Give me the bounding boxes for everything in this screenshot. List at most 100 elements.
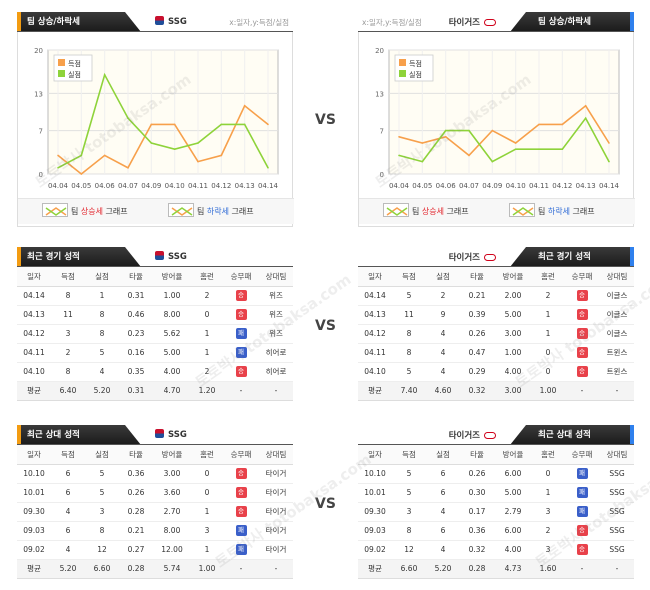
data-point <box>173 123 176 126</box>
table-cell: 4.00 <box>494 362 532 382</box>
data-point <box>491 160 494 163</box>
data-point <box>398 136 400 138</box>
data-point <box>80 154 83 157</box>
table-header-row: 일자 득점 실점 타율 방어율 홈런 승무패 상대팀 <box>358 267 634 287</box>
uptrend-graph-button[interactable]: 팀 상승세 그래프 <box>383 203 469 221</box>
x-tick-label: 04.10 <box>506 182 526 190</box>
column-header: 상대팀 <box>600 445 634 465</box>
table-cell: 트윈스 <box>600 343 634 363</box>
table-row: 04.11 8 4 0.47 1.00 0 승 트윈스 <box>358 343 634 363</box>
data-point <box>150 142 153 144</box>
table-cell: 1.00 <box>153 286 191 306</box>
table-cell: 6 <box>426 483 460 503</box>
data-point <box>103 154 106 157</box>
table-cell: 0.26 <box>460 464 494 484</box>
table-cell: 0.30 <box>460 483 494 503</box>
section-title: 최근 경기 성적 <box>17 247 141 267</box>
column-header: 득점 <box>51 267 85 287</box>
table-cell: 09.30 <box>17 502 51 522</box>
tigers-logo-icon <box>484 432 496 439</box>
table-cell: 0.31 <box>119 286 153 306</box>
average-cell: - <box>259 559 293 579</box>
legend-label: 실점 <box>409 70 422 79</box>
table-cell: 8 <box>51 286 85 306</box>
ssg-logo-icon <box>155 16 164 25</box>
x-tick-label: 04.11 <box>188 182 208 190</box>
average-cell: 1.60 <box>532 559 564 579</box>
table-cell: 4 <box>426 362 460 382</box>
axis-note: x:일자,y:득점/실점 <box>229 18 289 27</box>
average-cell: 0.31 <box>119 381 153 401</box>
win-badge: 승 <box>235 506 247 517</box>
data-point <box>444 129 447 132</box>
data-point <box>220 154 223 157</box>
table-cell: 9 <box>426 305 460 325</box>
table-cell: 3.00 <box>494 324 532 344</box>
btn-text-highlight: 상승세 <box>421 207 444 216</box>
downtrend-graph-button[interactable]: 팀 하락세 그래프 <box>168 203 254 221</box>
table-cell: 1.00 <box>494 343 532 363</box>
average-cell: 0.32 <box>460 381 494 401</box>
uptrend-graph-button[interactable]: 팀 상승세 그래프 <box>42 203 128 221</box>
x-tick-label: 04.13 <box>235 182 255 190</box>
average-row: 평균 6.60 5.20 0.28 4.73 1.60- - <box>358 559 634 579</box>
data-point <box>243 123 246 126</box>
table-cell: 04.14 <box>358 286 392 306</box>
average-cell: 4.60 <box>426 381 460 401</box>
section-header: 타이거즈 최근 상대 성적 <box>358 425 634 445</box>
table-cell: 0.36 <box>119 464 153 484</box>
table-cell: 4 <box>51 502 85 522</box>
table-cell: 5.62 <box>153 324 191 344</box>
lose-badge: 패 <box>576 468 588 479</box>
table-cell: 히어로 <box>259 343 293 363</box>
table-cell: 트윈스 <box>600 362 634 382</box>
table-cell: 4.00 <box>494 540 532 560</box>
y-tick-label: 0 <box>380 171 384 179</box>
table-cell: 0.26 <box>460 324 494 344</box>
column-header: 홈런 <box>191 267 223 287</box>
table-cell: 위즈 <box>259 324 293 344</box>
downtrend-graph-button[interactable]: 팀 하락세 그래프 <box>509 203 595 221</box>
table-cell: 1 <box>532 483 564 503</box>
table-cell: 1 <box>191 324 223 344</box>
average-cell: 6.60 <box>392 559 426 579</box>
team-label: 타이거즈 <box>448 431 480 441</box>
table-cell: 0.29 <box>460 362 494 382</box>
table-cell: 2 <box>191 286 223 306</box>
table-row: 10.10 6 5 0.36 3.00 0 승 타이거 <box>17 464 293 484</box>
table-cell: 5 <box>392 286 426 306</box>
data-point <box>103 74 106 76</box>
table-row: 10.01 5 6 0.30 5.00 1 패 SSG <box>358 483 634 503</box>
table-cell: 4 <box>426 540 460 560</box>
legend-label: 실점 <box>68 70 81 79</box>
table-cell: 이글스 <box>600 286 634 306</box>
table-cell: 04.11 <box>358 343 392 363</box>
team-label: SSG <box>168 430 187 440</box>
table-cell: 04.13 <box>358 305 392 325</box>
result-cell: 승 <box>223 305 259 325</box>
table-cell: 5 <box>85 483 119 503</box>
win-badge: 승 <box>576 525 588 536</box>
table-row: 09.30 4 3 0.28 2.70 1 승 타이거 <box>17 502 293 522</box>
x-tick-label: 04.06 <box>95 182 116 190</box>
average-cell: 5.74 <box>153 559 191 579</box>
average-cell: - <box>600 381 634 401</box>
table-cell: 6 <box>426 464 460 484</box>
result-cell: 승 <box>564 324 600 344</box>
data-point <box>197 142 199 144</box>
team-label: SSG <box>168 252 187 262</box>
section-title: 최근 상대 성적 <box>510 425 634 445</box>
table-row: 04.14 8 1 0.31 1.00 2 승 위즈 <box>17 286 293 306</box>
legend-label: 득점 <box>68 60 81 68</box>
average-cell: 1.00 <box>191 559 223 579</box>
win-badge: 승 <box>235 487 247 498</box>
table-cell: 04.10 <box>17 362 51 382</box>
data-point <box>57 154 59 157</box>
table-cell: 2 <box>191 362 223 382</box>
table-cell: 0 <box>532 343 564 363</box>
table-cell: 0.27 <box>119 540 153 560</box>
result-cell: 승 <box>223 502 259 522</box>
table-row: 04.12 3 8 0.23 5.62 1 패 위즈 <box>17 324 293 344</box>
btn-text: 그래프 <box>570 207 595 216</box>
